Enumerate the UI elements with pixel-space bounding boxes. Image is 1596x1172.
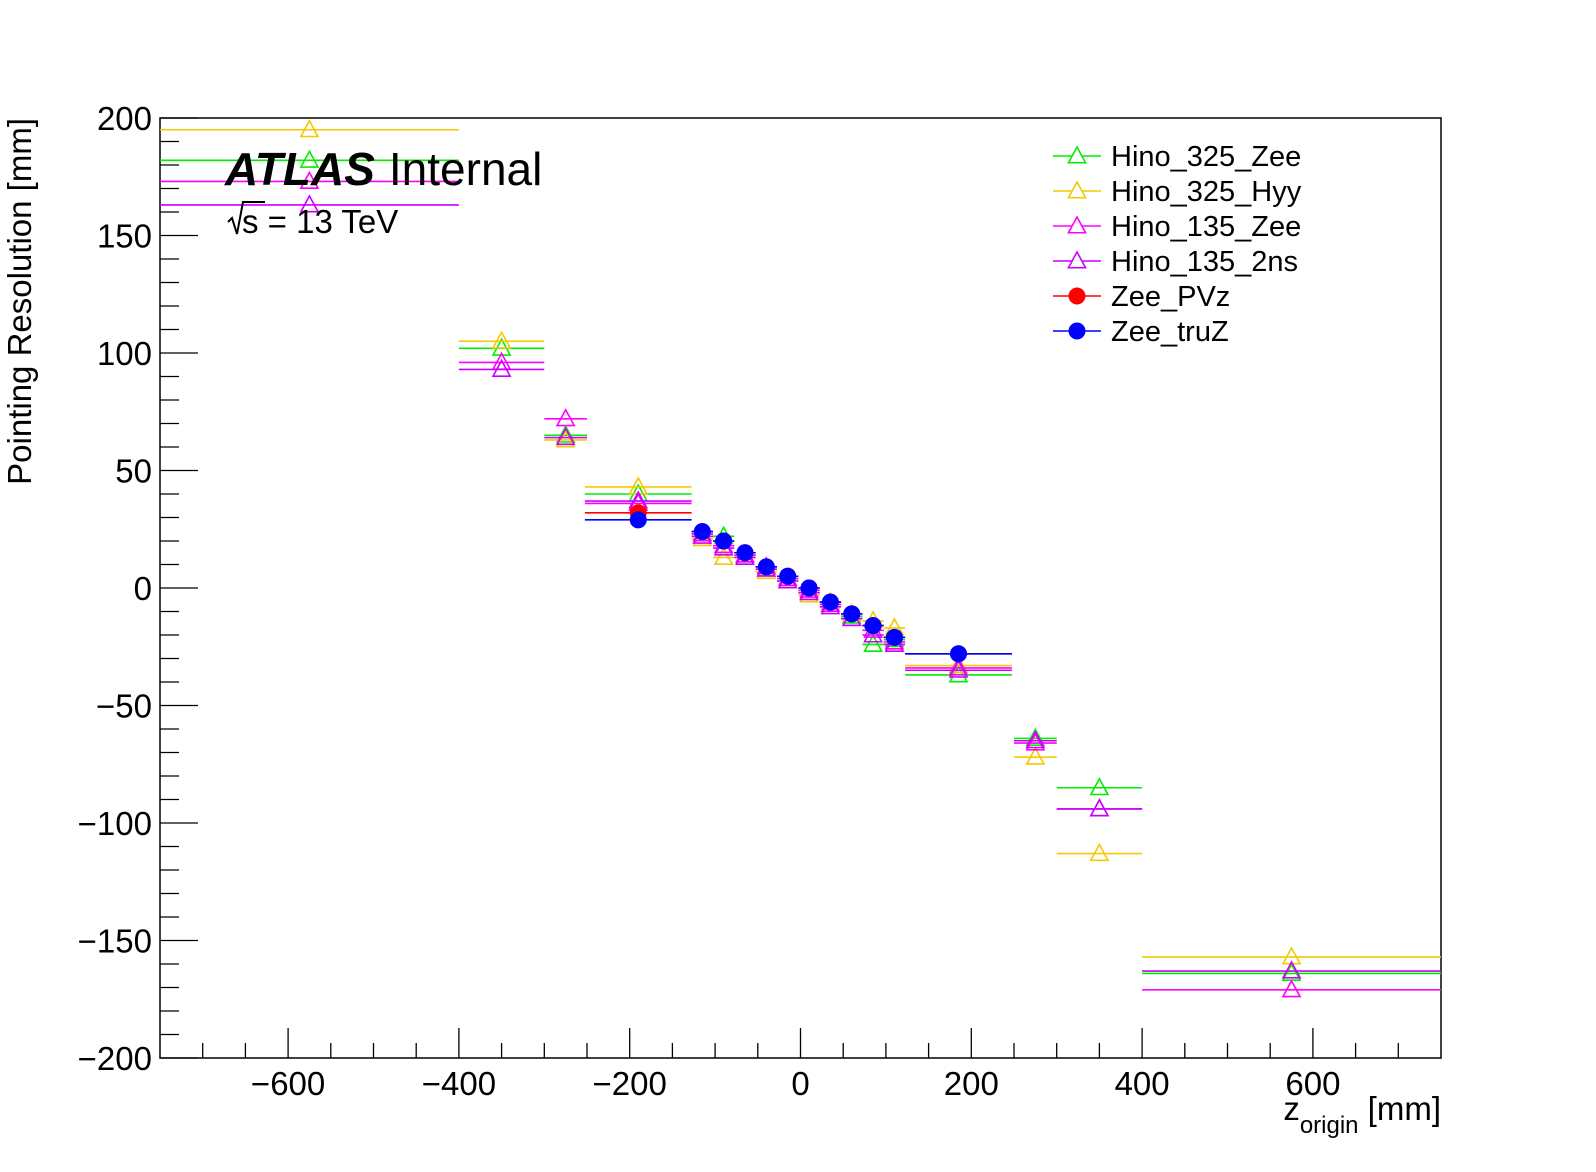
- legend-label: Hino_325_Zee: [1111, 141, 1301, 173]
- data-point: [693, 523, 711, 541]
- x-axis-title: zorigin [mm]: [1283, 1090, 1441, 1139]
- legend-marker: [1068, 287, 1086, 305]
- y-tick-label: 0: [134, 570, 152, 607]
- data-point: [885, 628, 903, 646]
- data-point: [299, 194, 320, 213]
- legend-entry-Hino_325_Hyy: Hino_325_Hyy: [1053, 176, 1302, 208]
- legend-entry-Hino_135_Zee: Hino_135_Zee: [1053, 211, 1301, 243]
- x-axis-title-unit: [mm]: [1359, 1090, 1441, 1127]
- data-point: [800, 579, 818, 597]
- data-point: [1025, 730, 1046, 749]
- data-point: [555, 429, 576, 448]
- legend-label: Zee_PVz: [1111, 281, 1230, 313]
- atlas-experiment: ATLAS: [224, 143, 375, 195]
- data-point: [555, 426, 576, 446]
- data-point: [1089, 777, 1110, 796]
- y-tick-label: −50: [96, 688, 152, 725]
- data-point: [1281, 979, 1302, 998]
- data-point: [948, 664, 969, 683]
- data-point: [629, 511, 647, 529]
- legend-entry-Hino_325_Zee: Hino_325_Zee: [1053, 141, 1301, 173]
- y-tick-label: 50: [115, 453, 152, 490]
- data-point: [1089, 798, 1110, 817]
- data-point: [713, 546, 734, 565]
- x-tick-label: 0: [791, 1065, 809, 1102]
- data-point: [555, 408, 576, 427]
- data-point: [1281, 960, 1302, 979]
- y-tick-label: 150: [97, 218, 152, 255]
- atlas-status: Internal: [389, 143, 542, 195]
- series-Zee_truZ: [584, 511, 1012, 663]
- data-point: [757, 558, 775, 576]
- legend: Hino_325_ZeeHino_325_HyyHino_135_ZeeHino…: [1053, 141, 1302, 348]
- y-tick-label: −100: [78, 805, 152, 842]
- tick-labels: −600 −400 −200 0 200 400 600 −200 −150 −100 −50 0 50…: [78, 100, 1341, 1102]
- legend-entry-Hino_135_2ns: Hino_135_2ns: [1053, 246, 1298, 278]
- legend-label: Zee_truZ: [1111, 316, 1229, 348]
- data-point: [863, 624, 883, 643]
- data-point: [1025, 732, 1046, 751]
- x-tick-label: 200: [944, 1065, 999, 1102]
- legend-label: Hino_135_Zee: [1111, 211, 1301, 243]
- data-point: [821, 593, 839, 611]
- data-point: [715, 532, 733, 550]
- data-point: [299, 119, 320, 138]
- axis-ticks: [160, 117, 1399, 1059]
- y-tick-label: −150: [78, 923, 152, 960]
- data-point: [948, 657, 969, 676]
- data-series: [160, 119, 1441, 998]
- data-point: [779, 567, 797, 585]
- x-axis-title-sub: origin: [1300, 1112, 1359, 1139]
- y-tick-label: −200: [78, 1040, 152, 1077]
- energy-label: s = 13 TeV: [227, 201, 398, 240]
- legend-label: Hino_135_2ns: [1111, 246, 1298, 278]
- legend-marker: [1067, 250, 1087, 269]
- x-tick-label: −600: [251, 1065, 325, 1102]
- x-axis-title-var: z: [1283, 1090, 1300, 1127]
- sqrt-symbol: [227, 201, 265, 235]
- data-point: [491, 358, 512, 377]
- legend-marker: [1067, 145, 1087, 164]
- data-point: [299, 170, 320, 189]
- x-tick-label: 400: [1115, 1065, 1170, 1102]
- atlas-label: ATLAS Internal: [224, 143, 542, 195]
- energy-text: s = 13 TeV: [242, 203, 398, 240]
- data-point: [491, 330, 512, 349]
- data-point: [949, 645, 967, 663]
- legend-entry-Zee_truZ: Zee_truZ: [1053, 316, 1229, 348]
- legend-marker: [1067, 180, 1087, 199]
- data-point: [948, 654, 969, 674]
- x-tick-label: −200: [593, 1065, 667, 1102]
- legend-label: Hino_325_Hyy: [1111, 176, 1302, 208]
- data-point: [843, 605, 861, 623]
- data-point: [299, 149, 320, 168]
- data-point: [1025, 746, 1046, 765]
- x-tick-label: −400: [422, 1065, 496, 1102]
- legend-entry-Zee_PVz: Zee_PVz: [1053, 281, 1230, 313]
- data-point: [555, 424, 576, 443]
- data-point: [864, 617, 882, 635]
- data-point: [1089, 842, 1110, 862]
- y-axis-title: Pointing Resolution [mm]: [1, 118, 38, 485]
- data-point: [863, 633, 883, 652]
- data-point: [948, 659, 969, 678]
- y-tick-label: 100: [97, 335, 152, 372]
- y-tick-label: 200: [97, 100, 152, 137]
- x-tick-label: 600: [1285, 1065, 1340, 1102]
- data-point: [736, 544, 754, 562]
- legend-marker: [1068, 322, 1086, 340]
- data-point: [1025, 727, 1046, 746]
- legend-marker: [1067, 215, 1087, 234]
